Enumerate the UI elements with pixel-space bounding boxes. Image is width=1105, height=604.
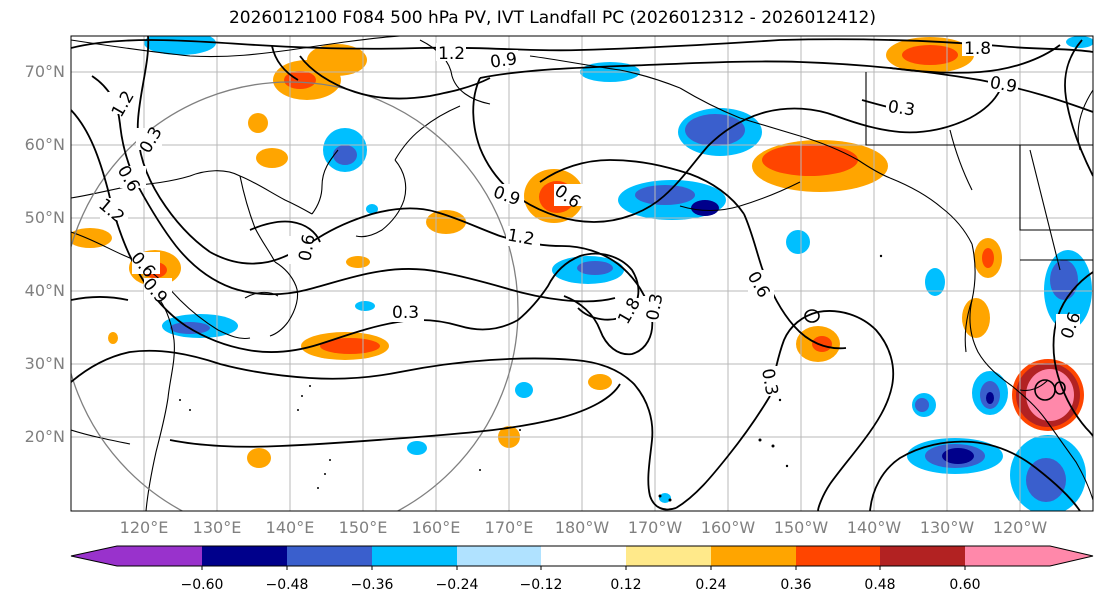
colorbar-extend-low — [71, 546, 117, 566]
contour-label: 0.3 — [887, 97, 917, 121]
colorbar-tick-label: −0.24 — [435, 577, 479, 593]
colorbar-swatch — [626, 546, 711, 566]
colorbar-swatch — [117, 546, 202, 566]
colorbar-swatch — [202, 546, 287, 566]
lon-label: 180°W — [554, 518, 610, 537]
contour-label: 0.6 — [295, 233, 319, 263]
lat-label: 60°N — [24, 135, 65, 154]
colorbar-tick-label: 0.24 — [695, 577, 727, 593]
colorbar-swatch — [711, 546, 796, 566]
colorbar-extend-high — [1050, 546, 1093, 566]
graticule — [71, 36, 1093, 511]
colorbar-tick-label: 0.12 — [610, 577, 642, 593]
colorbar — [70, 545, 1094, 570]
coastlines — [71, 36, 1093, 511]
lon-label: 130°W — [919, 518, 975, 537]
lon-label: 140°E — [265, 518, 315, 537]
colorbar-ticks — [201, 566, 966, 570]
colorbar-swatch — [457, 546, 541, 566]
contour-label: 0.3 — [757, 367, 781, 397]
lon-label: 160°E — [411, 518, 461, 537]
colorbar-tick-label: −0.60 — [180, 577, 224, 593]
lat-label: 70°N — [24, 62, 65, 81]
lat-label: 30°N — [24, 354, 65, 373]
colorbar-tick-label: −0.48 — [265, 577, 309, 593]
contour-label: 0.9 — [988, 73, 1018, 97]
lon-label: 120°E — [119, 518, 169, 537]
colorbar-swatch — [880, 546, 965, 566]
colorbar-swatch — [796, 546, 880, 566]
colorbar-tick-label: −0.36 — [350, 577, 394, 593]
map-frame — [70, 35, 1094, 512]
island-dots — [179, 254, 883, 502]
lon-label: 170°E — [484, 518, 534, 537]
range-circle — [71, 81, 519, 511]
map-title: 2026012100 F084 500 hPa PV, IVT Landfall… — [228, 8, 876, 28]
colorbar-tick-label: 0.48 — [864, 577, 896, 593]
lon-label: 150°W — [773, 518, 829, 537]
map-plot-area — [71, 36, 1093, 511]
contour-label: 1.2 — [438, 44, 465, 64]
lon-label: 120°W — [992, 518, 1048, 537]
contour-label: 0.3 — [643, 292, 667, 322]
lat-label: 50°N — [24, 208, 65, 227]
colorbar-outline — [70, 545, 1094, 567]
colorbar-swatch — [541, 546, 626, 566]
contour-label: 0.9 — [489, 49, 519, 73]
lat-label: 20°N — [24, 427, 65, 446]
contour-label: 0.3 — [392, 303, 419, 323]
colorbar-tick-label: 0.36 — [780, 577, 812, 593]
contour-label: 1.8 — [964, 39, 991, 59]
contour-label: 1.2 — [506, 225, 536, 249]
colorbar-swatch — [372, 546, 457, 566]
lon-label: 150°E — [338, 518, 388, 537]
contour-label-group: 1.2 0.9 1.8 0.9 0.3 1.2 0.3 0.6 1.2 0.6 … — [94, 38, 1085, 397]
colorbar-swatch — [287, 546, 372, 566]
lon-label: 170°W — [627, 518, 683, 537]
lon-label: 160°W — [700, 518, 756, 537]
lat-label: 40°N — [24, 281, 65, 300]
colorbar-tick-label: −0.12 — [519, 577, 563, 593]
lon-label: 140°W — [846, 518, 902, 537]
closed-contours — [804, 309, 1066, 401]
colorbar-tick-label: 0.60 — [949, 577, 981, 593]
colorbar-swatch — [965, 546, 1050, 566]
lon-label: 130°E — [192, 518, 242, 537]
